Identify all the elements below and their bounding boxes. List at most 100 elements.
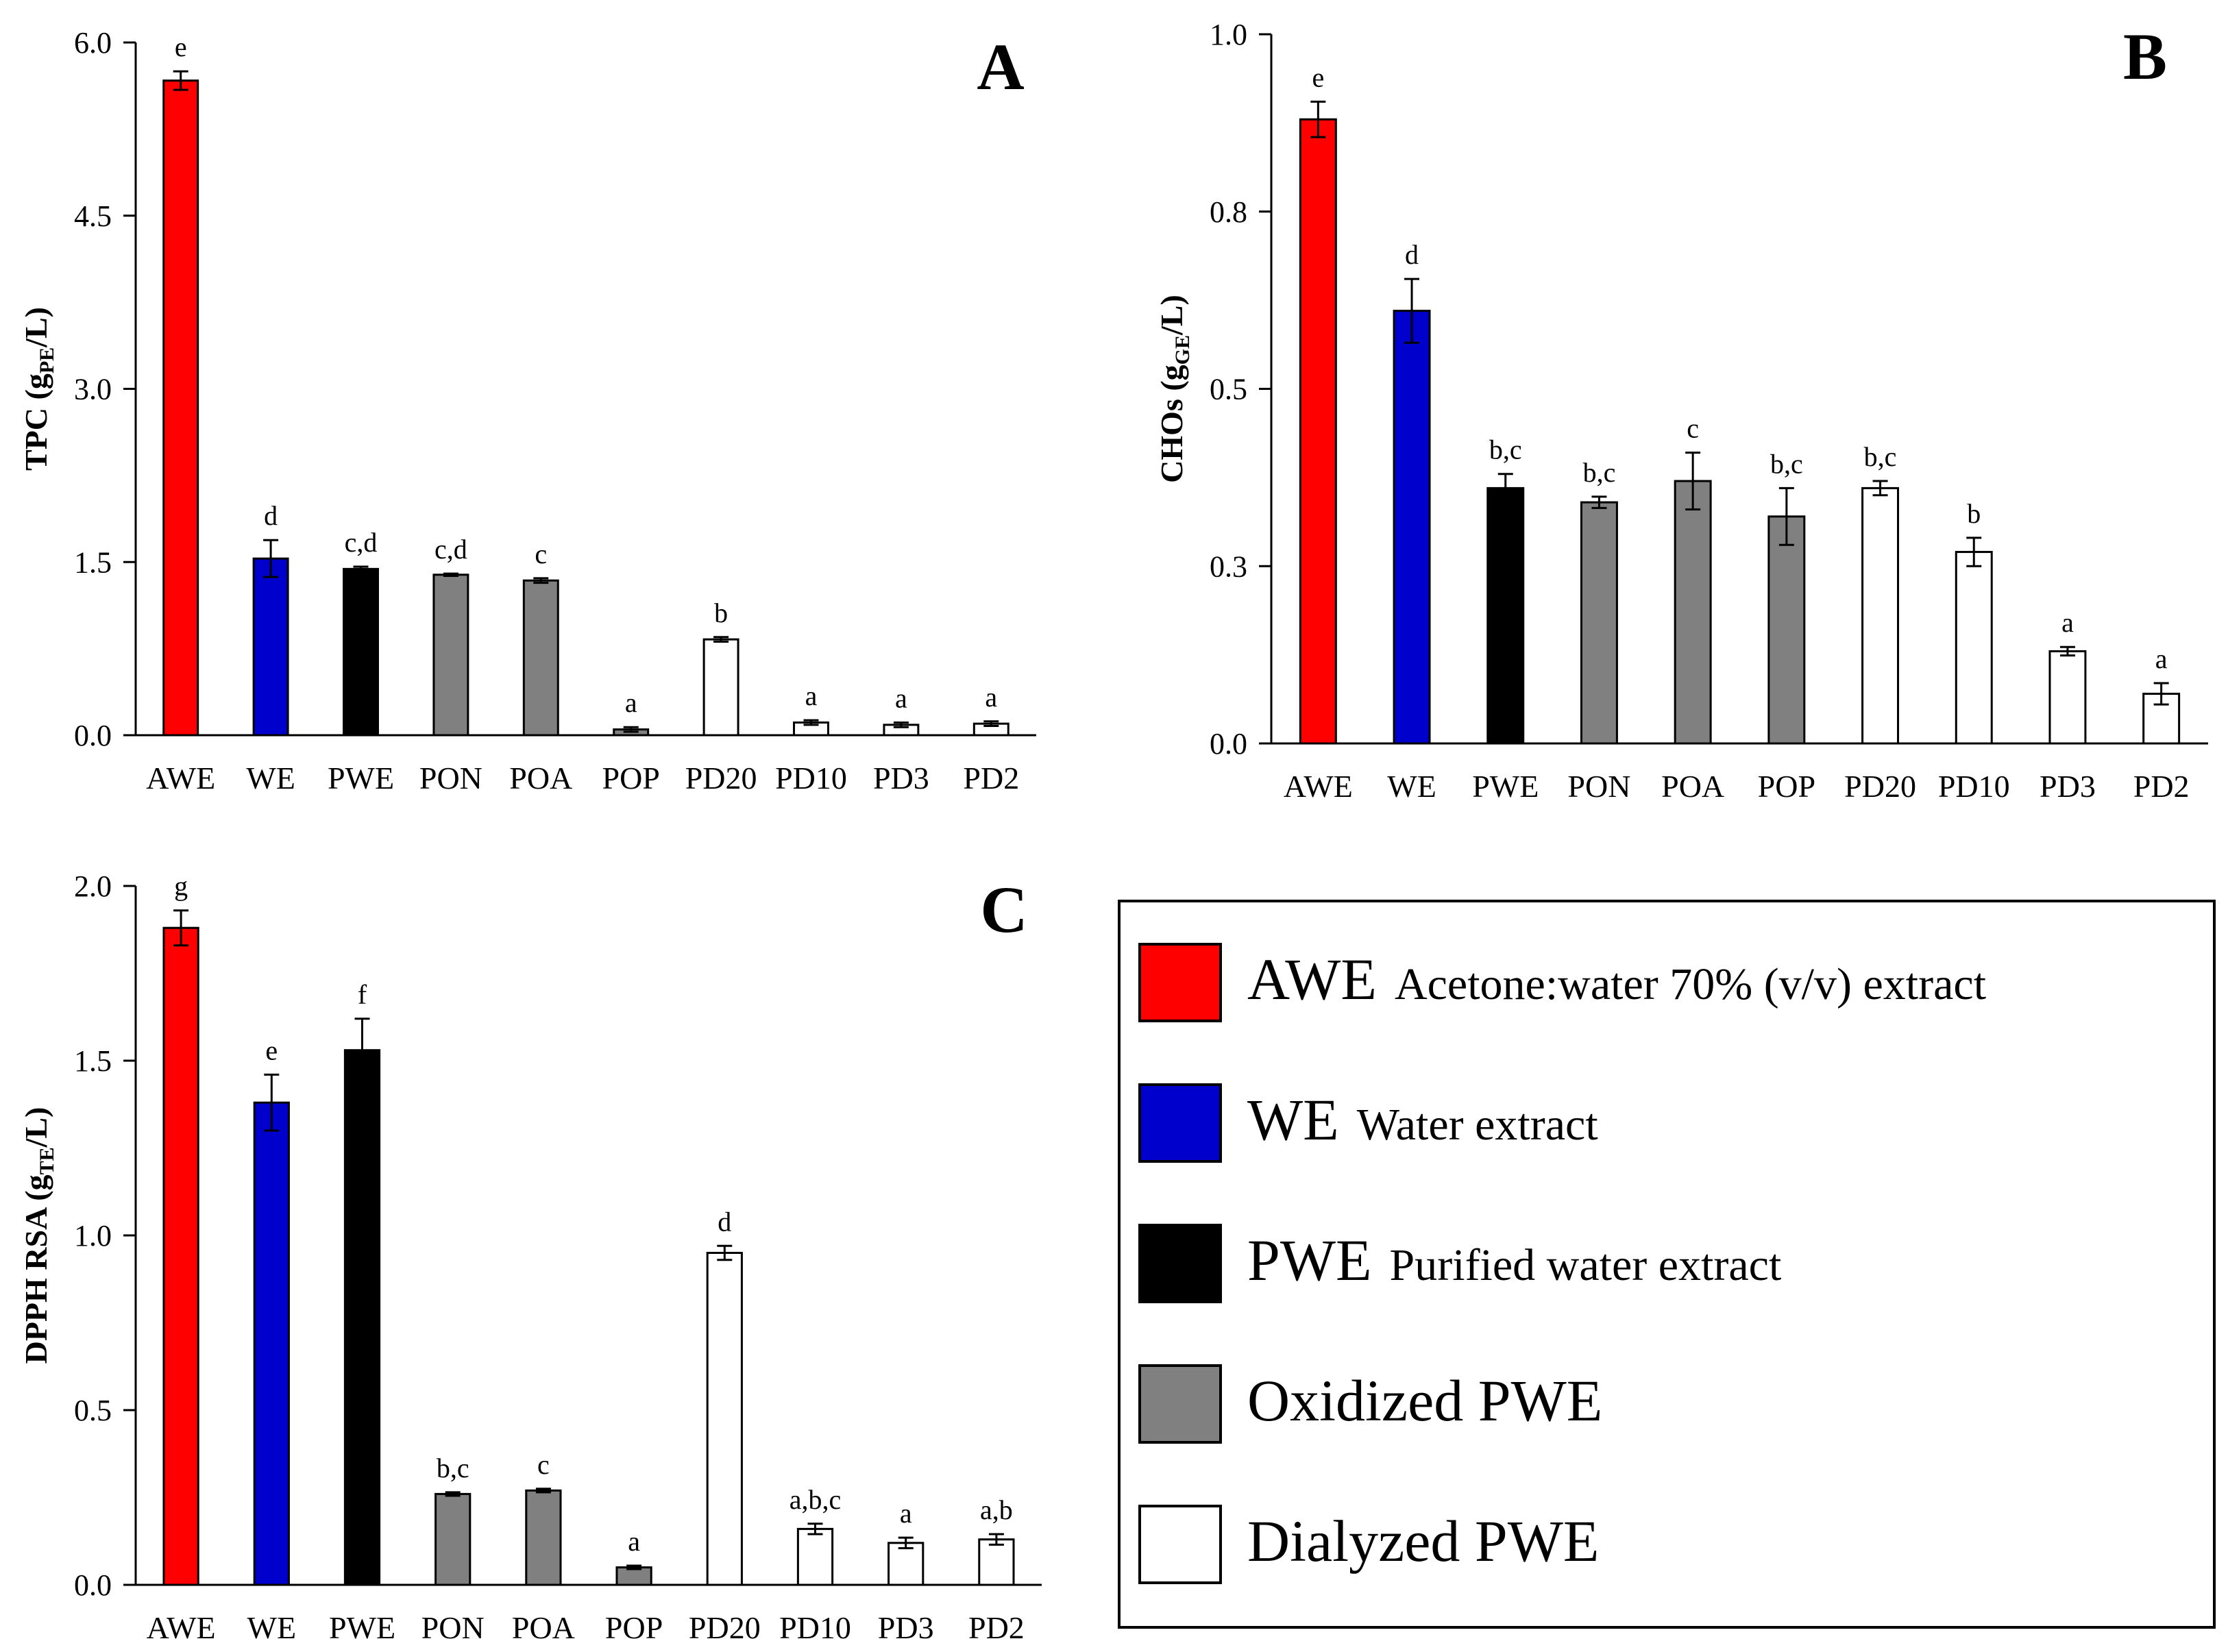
x-tick-label: PD20 xyxy=(685,761,757,796)
significance-label: a xyxy=(805,680,818,711)
significance-label: c xyxy=(537,1449,550,1480)
y-tick-label: 1.5 xyxy=(74,1044,112,1078)
y-tick-label: 0.0 xyxy=(74,1568,112,1602)
bar-pd20 xyxy=(702,638,739,737)
y-axis-label: CHOs (gGE/L) xyxy=(1154,295,1194,483)
bar-pon xyxy=(432,574,469,737)
x-tick-label: PWE xyxy=(1472,769,1539,804)
significance-label: a xyxy=(895,682,907,713)
significance-label: e xyxy=(175,32,187,62)
significance-label: a,b xyxy=(980,1494,1013,1525)
x-tick-label: PWE xyxy=(328,761,394,796)
y-tick-label: 1.0 xyxy=(1210,18,1247,51)
significance-label: a xyxy=(625,687,637,718)
x-tick-label: PD2 xyxy=(2133,769,2190,804)
x-tick-label: PD3 xyxy=(2040,769,2096,804)
significance-label: b,c xyxy=(1583,457,1616,488)
legend-entry: AWE Acetone:water 70% (v/v) extract xyxy=(1247,946,1986,1012)
bar-we xyxy=(253,1101,290,1586)
y-tick-label: 3.0 xyxy=(74,373,112,406)
bar-pd3 xyxy=(2048,650,2087,745)
y-tick-label: 1.0 xyxy=(74,1219,112,1253)
y-axis-label: DPPH RSA (gTE/L) xyxy=(19,1107,58,1364)
x-tick-label: POA xyxy=(1661,769,1724,804)
bar-pd10 xyxy=(1955,551,1993,745)
y-axis-label: TPC (gPE/L) xyxy=(19,307,58,471)
legend-swatch xyxy=(1138,1224,1222,1303)
bar-pd20 xyxy=(1861,486,1900,745)
bar-pop xyxy=(1767,515,1806,745)
x-tick-label: PD10 xyxy=(775,761,847,796)
panel-letter: A xyxy=(977,30,1024,103)
significance-label: a,b,c xyxy=(789,1484,842,1515)
significance-label: d xyxy=(1405,239,1419,270)
x-tick-label: PD3 xyxy=(873,761,929,796)
x-tick-label: WE xyxy=(247,1610,297,1645)
bar-poa xyxy=(525,1489,562,1586)
bar-pd2 xyxy=(978,1538,1015,1586)
panel-letter: C xyxy=(980,873,1027,946)
legend: AWE Acetone:water 70% (v/v) extract WE Wate… xyxy=(1118,900,2216,1629)
significance-label: g xyxy=(174,871,188,902)
bar-pwe xyxy=(1486,486,1525,745)
bar-pwe xyxy=(343,567,379,737)
bar-pon xyxy=(1580,501,1618,745)
significance-label: f xyxy=(358,979,367,1010)
bar-pd10 xyxy=(796,1527,834,1586)
significance-label: b,c xyxy=(437,1453,469,1483)
significance-label: a xyxy=(900,1498,912,1529)
significance-label: c xyxy=(535,539,547,569)
significance-label: a xyxy=(2061,607,2074,638)
panel-a-chart: 0.0 1.5 3.0 4.5 6.0 TPC (gPE/L) Ae AWE d WE c,d PWE… xyxy=(19,26,1036,796)
bar-pd20 xyxy=(706,1252,743,1586)
y-tick-label: 4.5 xyxy=(74,199,112,233)
bar-awe xyxy=(1299,118,1337,745)
bar-poa xyxy=(522,579,559,737)
x-tick-label: POA xyxy=(509,761,572,796)
legend-swatch xyxy=(1138,943,1222,1022)
y-tick-label: 0.5 xyxy=(74,1394,112,1427)
legend-swatch xyxy=(1138,1505,1222,1584)
significance-label: e xyxy=(1312,62,1324,93)
panel-letter: B xyxy=(2123,20,2167,93)
legend-entry: Oxidized PWE xyxy=(1247,1368,1602,1433)
bar-pon xyxy=(434,1492,472,1586)
x-tick-label: AWE xyxy=(146,761,215,796)
significance-label: e xyxy=(265,1035,278,1065)
significance-label: d xyxy=(718,1206,731,1237)
significance-label: b xyxy=(1967,498,1981,529)
x-tick-label: PD3 xyxy=(878,1610,934,1645)
significance-label: b,c xyxy=(1489,434,1522,465)
x-tick-label: PON xyxy=(421,1610,485,1645)
y-tick-label: 1.5 xyxy=(74,545,112,579)
y-tick-label: 0.0 xyxy=(74,719,112,752)
bar-pwe xyxy=(343,1049,381,1586)
x-tick-label: PD2 xyxy=(963,761,1019,796)
bar-pop xyxy=(615,1566,652,1586)
x-tick-label: AWE xyxy=(1284,769,1353,804)
legend-entry: PWE Purified water extract xyxy=(1247,1227,1781,1293)
panel-c-chart: 0.0 0.5 1.0 1.5 2.0 DPPH RSA (gTE/L) Cg AWE e WE f… xyxy=(19,870,1042,1645)
significance-label: d xyxy=(264,500,278,531)
y-tick-label: 6.0 xyxy=(74,26,112,60)
x-tick-label: AWE xyxy=(147,1610,216,1645)
significance-label: c xyxy=(1687,413,1699,444)
x-tick-label: POP xyxy=(602,761,660,796)
bar-we xyxy=(1393,310,1431,745)
legend-box xyxy=(1118,900,2216,1629)
x-tick-label: PWE xyxy=(329,1610,395,1645)
significance-label: a xyxy=(628,1526,640,1557)
significance-label: c,d xyxy=(345,527,378,558)
significance-label: a xyxy=(2155,643,2168,674)
significance-label: b,c xyxy=(1864,441,1897,472)
x-tick-label: POP xyxy=(1758,769,1815,804)
significance-label: a xyxy=(985,682,997,713)
legend-swatch xyxy=(1138,1364,1222,1444)
panel-b-chart: 0.0 0.3 0.5 0.8 1.0 CHOs (gGE/L) Be AWE d WE b,c PW… xyxy=(1154,18,2208,804)
x-tick-label: PD10 xyxy=(1938,769,2010,804)
y-tick-label: 2.0 xyxy=(74,870,112,903)
significance-label: c,d xyxy=(434,534,467,565)
x-tick-label: PD10 xyxy=(779,1610,851,1645)
legend-entry: Dialyzed PWE xyxy=(1247,1508,1599,1574)
